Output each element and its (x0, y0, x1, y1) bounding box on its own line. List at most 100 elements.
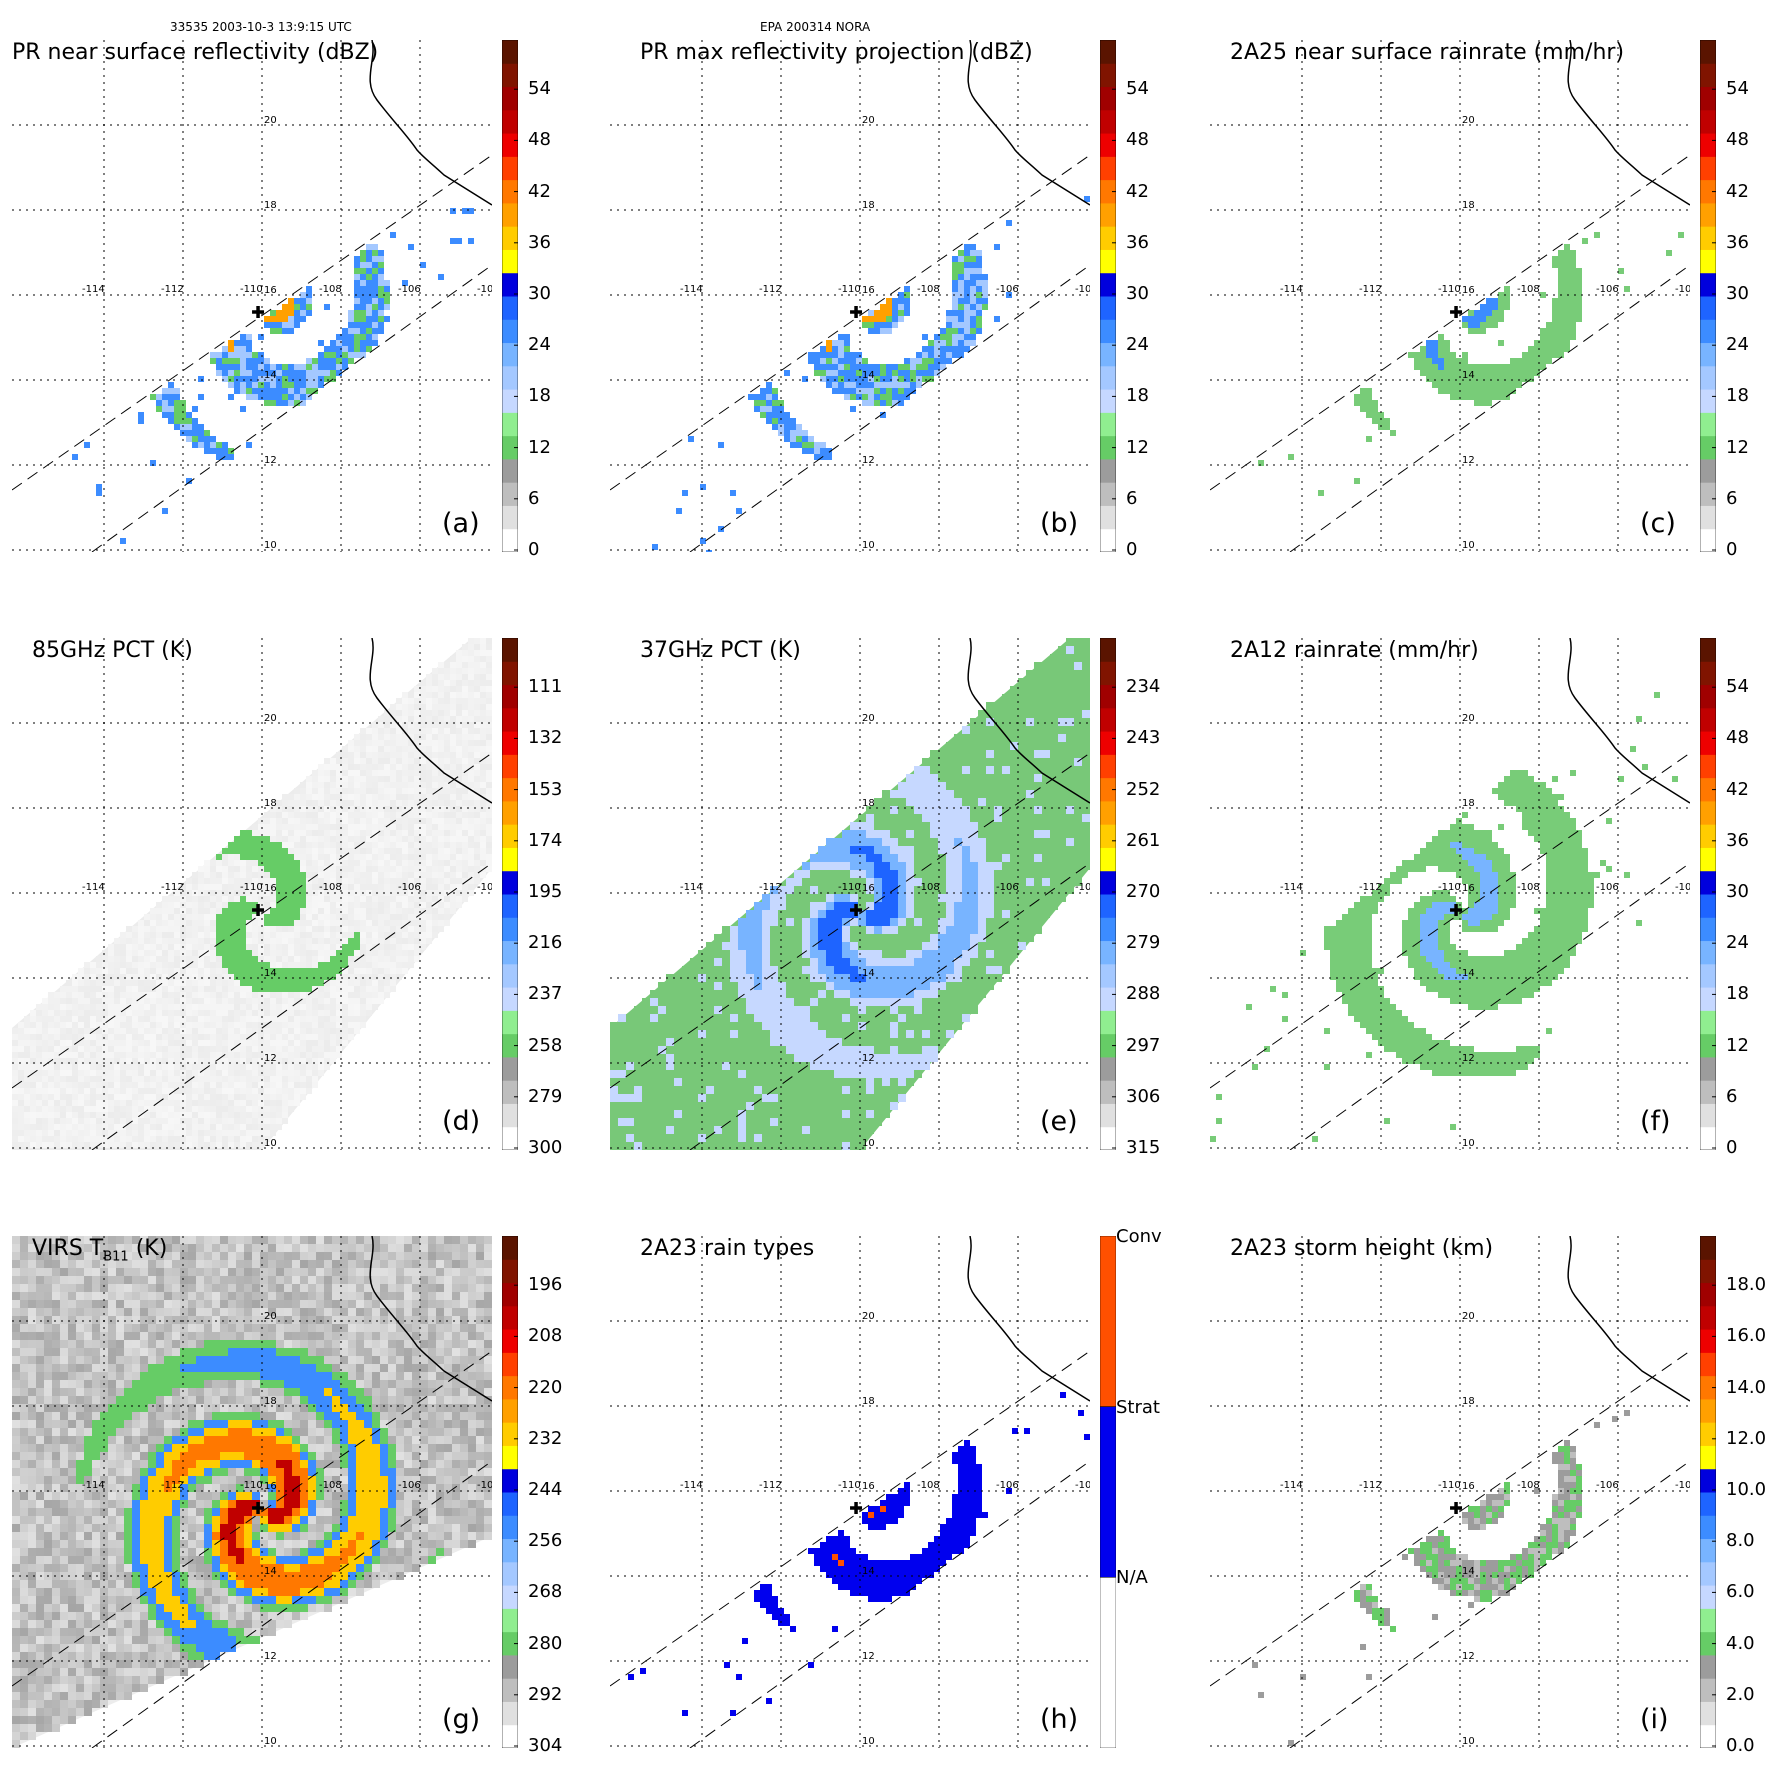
field-cell (300, 788, 306, 794)
field-cell (240, 406, 246, 412)
field-cell (474, 854, 480, 860)
field-cell (372, 304, 378, 310)
field-cell (132, 1118, 138, 1124)
field-cell (102, 968, 108, 974)
field-cell (450, 866, 456, 872)
field-cell (462, 698, 468, 704)
field-cell (84, 1070, 90, 1076)
field-cell (330, 358, 336, 364)
field-cell (204, 1028, 210, 1034)
field-cell (168, 1070, 174, 1076)
field-cell (348, 322, 354, 328)
field-cell (84, 1136, 90, 1142)
field-cell (72, 1070, 78, 1076)
field-cell (144, 1106, 150, 1112)
field-cell (318, 788, 324, 794)
field-cell (186, 884, 192, 890)
field-cell (264, 830, 270, 836)
field-cell (946, 316, 952, 322)
field-cell (306, 1058, 312, 1064)
field-cell (300, 878, 306, 884)
field-cell (162, 1076, 168, 1082)
field-cell (1504, 364, 1510, 370)
field-cell (174, 1106, 180, 1112)
field-cell (264, 358, 270, 364)
field-cell (198, 394, 204, 400)
field-cell (144, 1064, 150, 1070)
field-cell (438, 746, 444, 752)
field-cell (390, 896, 396, 902)
field-cell (36, 1034, 42, 1040)
field-cell (108, 1136, 114, 1142)
field-cell (240, 1070, 246, 1076)
field-cell (150, 980, 156, 986)
field-cell (342, 806, 348, 812)
field-cell (60, 1142, 66, 1148)
field-cell (300, 1028, 306, 1034)
field-cell (324, 860, 330, 866)
field-cell (36, 1040, 42, 1046)
field-cell (312, 872, 318, 878)
field-cell (174, 394, 180, 400)
field-cell (402, 698, 408, 704)
field-cell (210, 1106, 216, 1112)
field-cell (186, 968, 192, 974)
field-cell (1486, 370, 1492, 376)
field-cell (414, 902, 420, 908)
field-cell (180, 974, 186, 980)
field-cell (252, 352, 258, 358)
field-cell (198, 974, 204, 980)
field-cell (342, 980, 348, 986)
field-cell (210, 1130, 216, 1136)
field-cell (210, 1028, 216, 1034)
field-cell (168, 400, 174, 406)
field-cell (18, 1112, 24, 1118)
field-cell (474, 842, 480, 848)
field-cell (820, 442, 826, 448)
field-cell (192, 1052, 198, 1058)
field-cell (306, 1028, 312, 1034)
field-cell (108, 956, 114, 962)
field-cell (228, 1136, 234, 1142)
field-cell (246, 358, 252, 364)
field-cell (126, 1088, 132, 1094)
field-cell (366, 322, 372, 328)
field-cell (246, 986, 252, 992)
field-cell (258, 1052, 264, 1058)
field-cell (964, 340, 970, 346)
field-cell (246, 872, 252, 878)
field-cell (216, 938, 222, 944)
field-cell (408, 812, 414, 818)
field-cell (1468, 376, 1474, 382)
field-cell (144, 1142, 150, 1148)
field-cell (438, 848, 444, 854)
field-cell (288, 884, 294, 890)
field-cell (414, 734, 420, 740)
field-cell (234, 1094, 240, 1100)
field-cell (456, 238, 462, 244)
field-cell (96, 1058, 102, 1064)
field-cell (312, 884, 318, 890)
field-cell (414, 728, 420, 734)
colorbar-segment (502, 1056, 518, 1081)
field-cell (468, 836, 474, 842)
field-cell (222, 992, 228, 998)
field-cell (264, 854, 270, 860)
field-cell (12, 1046, 18, 1052)
field-cell (1026, 678, 1034, 686)
field-cell (462, 668, 468, 674)
field-cell (420, 914, 426, 920)
field-cell (282, 1094, 288, 1100)
field-cell (384, 980, 390, 986)
field-cell (150, 914, 156, 920)
field-cell (378, 998, 384, 1004)
field-cell (336, 944, 342, 950)
field-cell (378, 878, 384, 884)
field-cell (246, 1094, 252, 1100)
field-cell (1366, 436, 1372, 442)
field-cell (222, 1028, 228, 1034)
field-cell (36, 1028, 42, 1034)
field-cell (1074, 742, 1082, 750)
colorbar-tick-label: 132 (528, 727, 563, 749)
field-cell (18, 1028, 24, 1034)
